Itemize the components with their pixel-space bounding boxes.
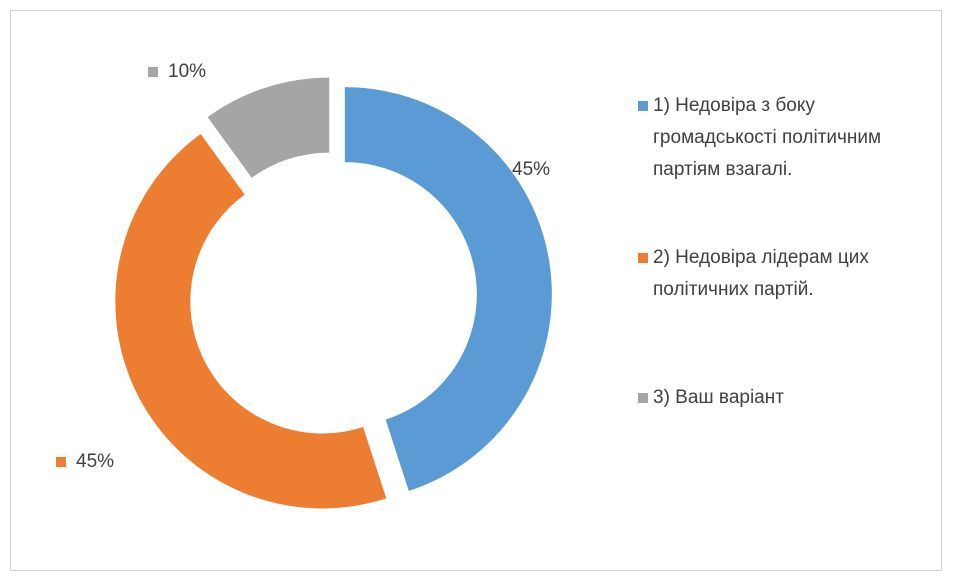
label-marker: [492, 165, 502, 175]
legend-label: 3) Ваш варіант: [653, 387, 784, 408]
data-label: 45%: [76, 451, 114, 472]
data-label: 10%: [168, 61, 206, 82]
label-marker: [56, 457, 66, 467]
legend-label: 1) Недовіра з боку громадськості політич…: [653, 95, 882, 180]
legend-swatch: [638, 393, 648, 403]
data-label: 45%: [512, 159, 550, 180]
chart-frame: [10, 10, 942, 571]
legend-entry: 3) Ваш варіант: [638, 382, 938, 414]
legend-entry: 1) Недовіра з боку громадськості політич…: [638, 90, 938, 186]
label-marker: [148, 67, 158, 77]
legend-entry: 2) Недовіра лідерам цих політичних парті…: [638, 242, 938, 306]
donut-slice: [115, 133, 387, 509]
legend-swatch: [638, 253, 648, 263]
legend-swatch: [638, 101, 648, 111]
donut-slice: [207, 77, 330, 178]
donut-slice: [344, 87, 552, 491]
legend-label: 2) Недовіра лідерам цих політичних парті…: [653, 247, 869, 300]
